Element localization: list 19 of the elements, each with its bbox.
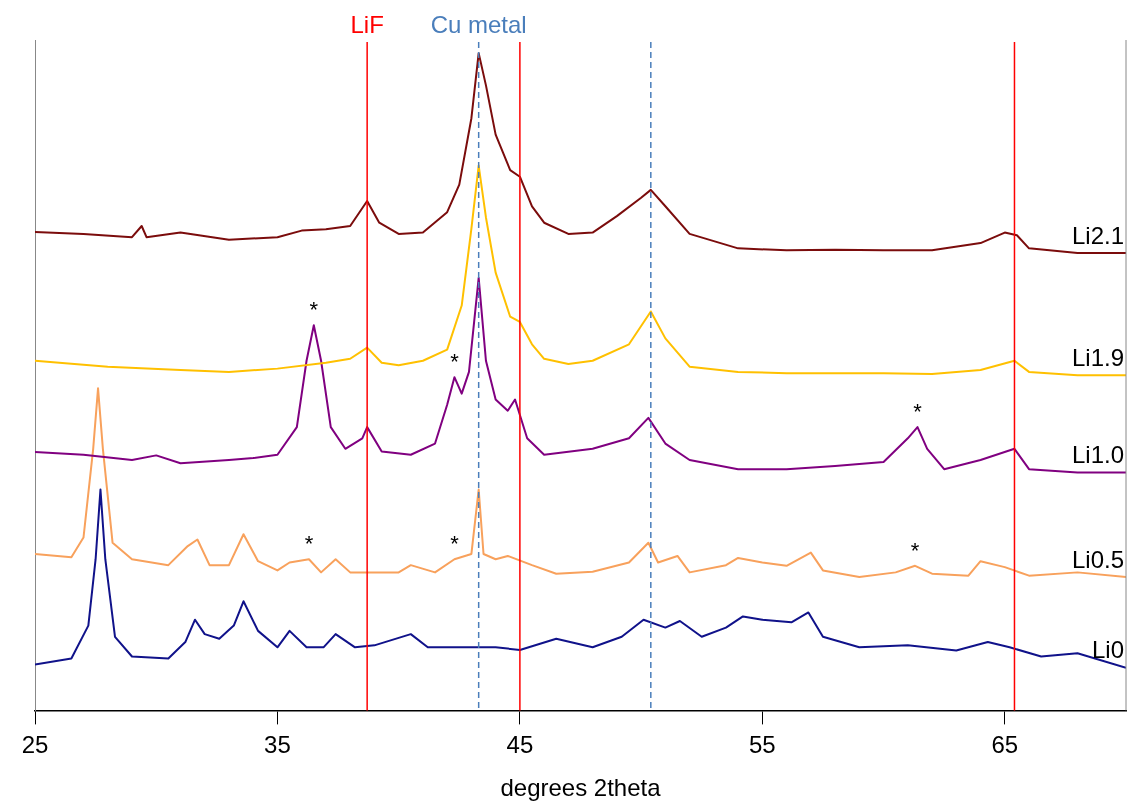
- x-tick-label: 55: [748, 731, 776, 759]
- ref-line-label: Cu metal: [430, 10, 527, 38]
- annotation: *: [450, 531, 460, 557]
- series-label: Li1.9: [1071, 343, 1124, 371]
- x-axis-title: degrees 2theta: [500, 774, 662, 802]
- x-tick-label: 25: [21, 731, 49, 759]
- series-label: Li2.1: [1071, 221, 1124, 249]
- ref-line-label: LiF: [350, 10, 384, 38]
- series-label: Li1.0: [1071, 441, 1124, 469]
- annotation: *: [450, 349, 460, 375]
- annotation: *: [309, 297, 319, 323]
- annotation: *: [910, 537, 920, 563]
- x-tick-label: 45: [506, 731, 534, 759]
- annotation: *: [304, 531, 314, 557]
- annotation: *: [913, 399, 923, 425]
- x-tick-label: 65: [991, 731, 1019, 759]
- x-tick-label: 35: [264, 731, 291, 759]
- series-label: Li0.5: [1071, 545, 1124, 573]
- series-label: Li0: [1091, 636, 1124, 664]
